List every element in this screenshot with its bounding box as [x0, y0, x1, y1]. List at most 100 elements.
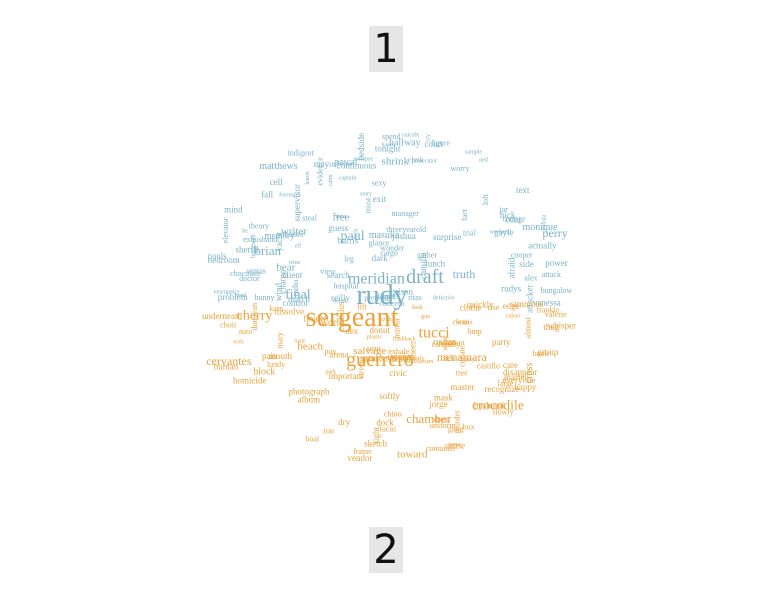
cloud-word-exhale: exhale	[388, 347, 409, 356]
cloud-word-plastic: plastic	[367, 334, 383, 340]
cloud-word-harris: harris	[338, 235, 359, 245]
cloud-word-free: free	[332, 212, 349, 224]
cloud-word-ritas: ritas	[408, 293, 422, 302]
cloud-word-oscar: oscar	[433, 336, 457, 348]
cloud-word-kara: kara	[269, 304, 283, 313]
cloud-word-civic: civic	[389, 368, 407, 378]
cloud-word-doctor: doctor	[239, 274, 260, 283]
cloud-word-lundy: lundy	[267, 360, 285, 369]
cloud-word-emergency: emergency	[214, 289, 240, 295]
cloud-word-lie: lie	[242, 228, 248, 234]
cloud-word-early: early	[413, 356, 425, 362]
cloud-word-dex: dex	[345, 326, 358, 336]
cloud-word-radio: radio	[291, 280, 300, 296]
cloud-word-beach: beach	[297, 341, 323, 353]
cloud-word-bedside: bedside	[356, 133, 366, 161]
cloud-word-cause: cause	[445, 441, 465, 451]
cloud-word-container: container	[426, 444, 456, 453]
cloud-word-match: match	[288, 294, 310, 304]
cloud-word-dissolve: dissolve	[275, 307, 305, 317]
cloud-word-tonight: tonight	[375, 144, 401, 154]
cloud-word-everyone: everyone	[502, 375, 535, 385]
cloud-word-vicky: vicky	[390, 352, 412, 363]
cloud-word-matt: matt	[294, 338, 305, 344]
cloud-word-joey: joey	[464, 357, 475, 363]
cloud-word-clean: clean	[452, 318, 469, 327]
cloud-word-final: final	[285, 288, 311, 303]
cloud-word-game: game	[448, 442, 461, 448]
cloud-word-book: book	[533, 349, 549, 358]
cloud-word-slowly: slowly	[492, 408, 513, 417]
cloud-word-wonder: wonder	[380, 243, 404, 252]
cloud-word-brian: brian	[254, 243, 281, 258]
cloud-word-rudys: rudys	[501, 283, 521, 293]
cloud-word-side: side	[519, 259, 534, 269]
cloud-word-truth: truth	[453, 267, 476, 281]
cloud-word-auto: auto	[239, 327, 253, 336]
cloud-word-tree: tree	[456, 368, 468, 377]
cloud-word-trial: trial	[463, 228, 477, 237]
cloud-word-monique: monique	[523, 222, 559, 233]
cloud-word-attacker: attacker	[524, 284, 534, 312]
panel-label-bottom: 2	[369, 527, 403, 573]
cloud-word-clothe: clothe	[460, 303, 482, 313]
cloud-word-charge: charge	[277, 270, 287, 294]
cloud-word-almost: almost	[523, 316, 532, 338]
cloud-word-yacht: yacht	[274, 231, 284, 251]
cloud-word-master: master	[450, 382, 474, 392]
cloud-word-salvage: salvage	[353, 345, 386, 357]
cloud-word-finally: finally	[303, 313, 327, 323]
cloud-word-court: court	[424, 139, 443, 149]
cloud-word-batista: batista	[542, 214, 548, 230]
cloud-word-prison: prison	[391, 286, 414, 296]
cloud-word-jar: jar	[498, 205, 508, 214]
cloud-word-cry: cry	[426, 134, 432, 142]
cloud-word-lawyer: lawyer	[337, 161, 353, 167]
cloud-word-frankie: frankie	[537, 306, 560, 315]
cloud-word-dark: dark	[372, 253, 388, 263]
cloud-word-wipe: wipe	[441, 335, 450, 351]
cloud-word-control: control	[283, 298, 309, 308]
cloud-word-have: have	[382, 143, 394, 149]
cloud-word-exhusband: exhusband	[243, 235, 277, 244]
cloud-word-actually: actually	[528, 241, 557, 251]
cloud-word-reilly: reilly	[331, 293, 350, 303]
cloud-word-glance: glance	[368, 238, 389, 247]
cloud-word-evidence: evidence	[316, 157, 325, 186]
cloud-word-tucci: tucci	[419, 325, 451, 342]
cloud-word-flashback: flashback	[393, 335, 416, 342]
cloud-word-tach: tach	[353, 229, 359, 239]
cloud-word-mouth: mouth	[269, 351, 293, 361]
cloud-word-dock: dock	[376, 418, 394, 428]
cloud-word-donovan: donovan	[250, 303, 259, 331]
cloud-word-manager: manager	[391, 209, 419, 218]
cloud-word-clerk: clerk	[408, 156, 424, 165]
cloud-word-thug: thug	[543, 322, 560, 332]
cloud-word-supervisor: supervisor	[292, 184, 302, 222]
cloud-word-gayle: gayle	[494, 228, 514, 238]
cloud-word-guess: guess	[328, 223, 348, 233]
cloud-word-cell: cell	[270, 177, 283, 187]
cloud-word-alex: alex	[524, 273, 537, 282]
cloud-word-defective: defective	[433, 295, 455, 302]
cloud-word-masuka: masuka	[369, 230, 400, 241]
cloud-word-murder: murder	[453, 410, 462, 433]
cloud-word-park: park	[325, 369, 336, 375]
cloud-word-sketch: sketch	[364, 439, 387, 449]
cloud-word-lift: lift	[357, 303, 367, 312]
cloud-word-indigent: indigent	[288, 149, 315, 158]
cloud-word-wine: wine	[289, 260, 301, 266]
cloud-word-castillo: castillo	[477, 362, 500, 371]
cloud-word-homicide: homicide	[233, 376, 267, 386]
cloud-word-block: block	[253, 366, 275, 377]
cloud-word-meridian: meridian	[348, 270, 405, 287]
cloud-word-boat: boat	[305, 435, 320, 444]
cloud-word-calm: calm	[328, 174, 334, 186]
cloud-word-jorge: jorge	[428, 399, 447, 409]
cloud-word-softly: softly	[379, 391, 400, 401]
cloud-word-bizkit: bizkit	[378, 317, 392, 323]
cloud-word-boyfriend: boyfriend	[250, 235, 257, 258]
cloud-word-sexy: sexy	[372, 178, 387, 187]
cloud-word-donut: donut	[369, 325, 390, 335]
cloud-word-joshua: joshua	[391, 231, 416, 241]
